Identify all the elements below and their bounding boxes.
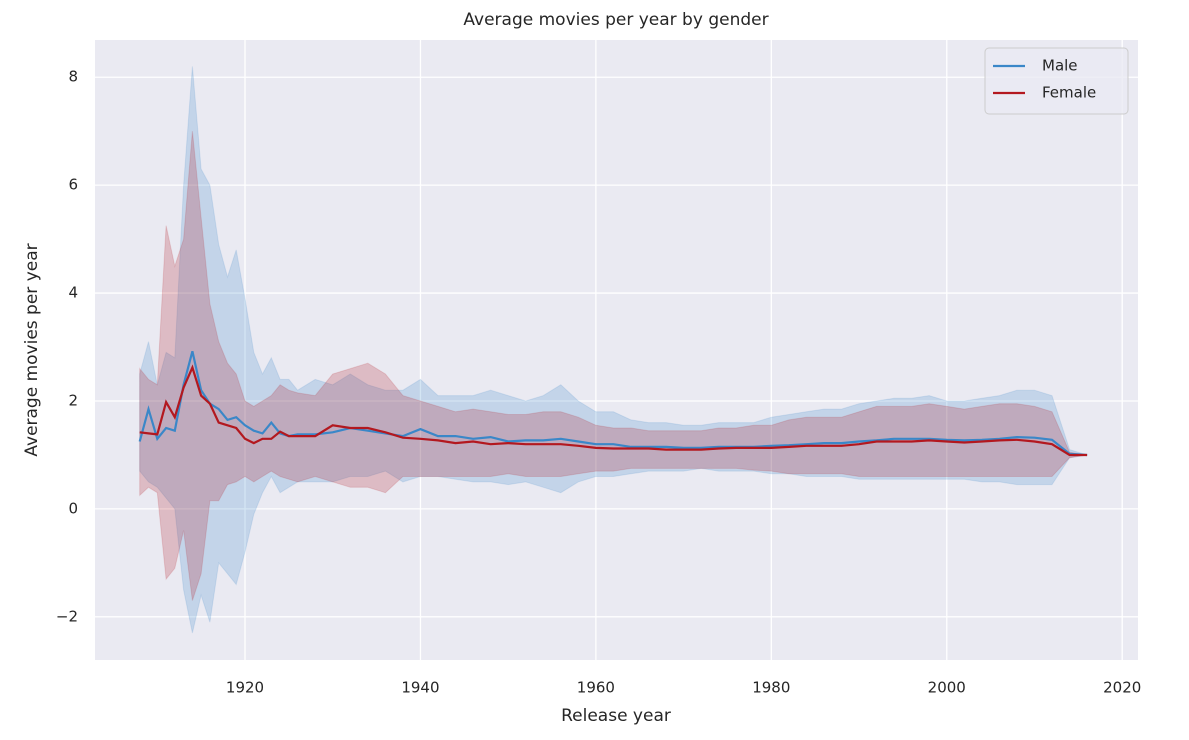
series-line <box>139 364 1088 457</box>
plot-area <box>95 40 1138 660</box>
y-tick-label: 4 <box>68 284 78 302</box>
legend-label: Female <box>1042 84 1096 102</box>
y-tick-label: 8 <box>68 68 78 86</box>
x-axis-label: Release year <box>561 706 671 726</box>
x-tick-label: 2020 <box>1103 679 1141 697</box>
bands <box>139 66 1088 634</box>
x-tick-label: 1960 <box>577 679 615 697</box>
legend-box <box>984 47 1129 115</box>
legend: Male Female <box>984 47 1129 115</box>
confidence-band <box>139 131 1088 601</box>
x-tick-label: 1980 <box>752 679 790 697</box>
lines <box>138 351 1088 457</box>
y-tick-label: 0 <box>68 499 78 517</box>
x-tick-label: 2000 <box>928 679 966 697</box>
y-tick-label: 6 <box>68 176 78 194</box>
y-tick-label: 2 <box>68 391 78 409</box>
confidence-band <box>139 66 1088 634</box>
x-tick-label: 1920 <box>226 679 264 697</box>
y-axis-label: Average movies per year <box>22 243 42 456</box>
x-tick-label: 1940 <box>401 679 439 697</box>
grid <box>95 40 1138 660</box>
y-tick-label: −2 <box>56 607 78 625</box>
legend-label: Male <box>1042 57 1078 75</box>
chart-title: Average movies per year by gender <box>463 10 768 30</box>
series-line <box>138 351 1088 457</box>
